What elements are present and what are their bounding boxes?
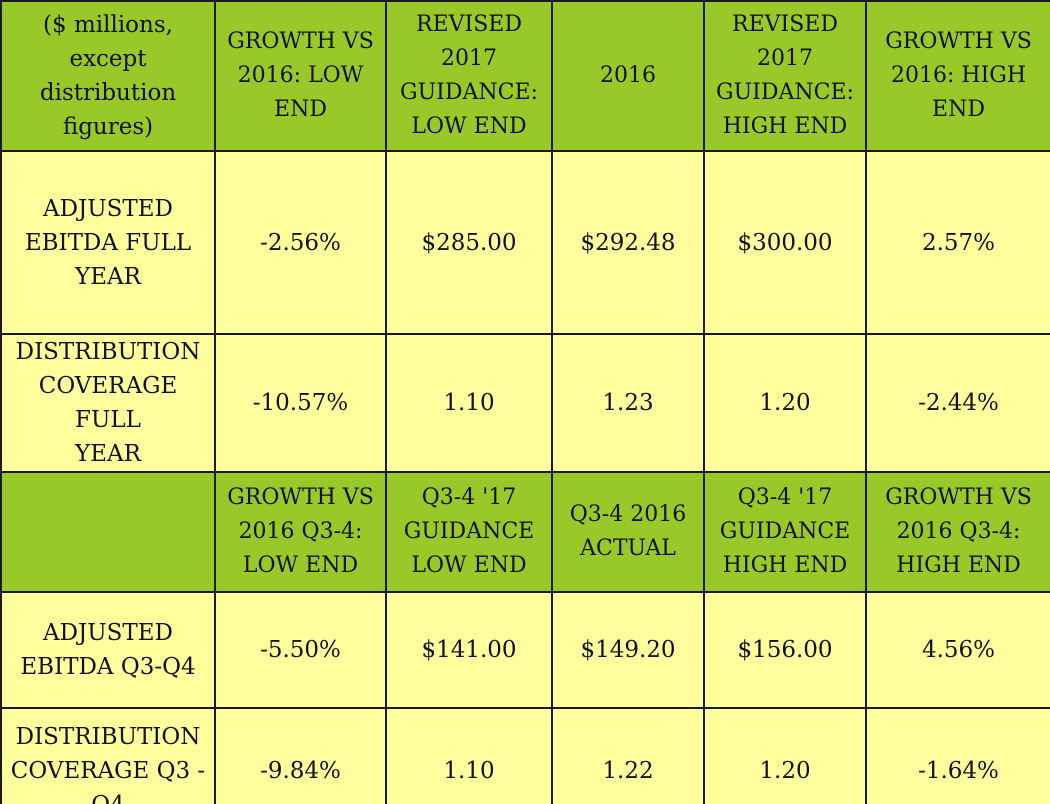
row-label-text: DISTRIBUTION COVERAGE FULL YEAR	[15, 339, 201, 467]
cell-value: 4.56%	[921, 637, 996, 663]
header-guidance-low-q3q4-text: Q3-4 '17 GUIDANCE LOW END	[403, 485, 535, 578]
header-growth-low-text: GROWTH VS 2016: LOW END	[227, 29, 374, 122]
header-cell-actual: 2016	[551, 0, 705, 152]
row-label-text: ADJUSTED EBITDA Q3-Q4	[20, 620, 196, 680]
header-guidance-high-q3q4-text: Q3-4 '17 GUIDANCE HIGH END	[719, 485, 851, 578]
cell-value: -10.57%	[252, 390, 349, 416]
header-cell-growth-low-q3q4: GROWTH VS 2016 Q3-4: LOW END	[214, 471, 387, 593]
cell-guidance-low: 1.10	[385, 707, 553, 804]
header-cell-growth-high-q3q4: GROWTH VS 2016 Q3-4: HIGH END	[865, 471, 1050, 593]
cell-value: -2.56%	[260, 229, 341, 256]
header-growth-high-q3q4-text: GROWTH VS 2016 Q3-4: HIGH END	[885, 485, 1032, 578]
header-units-text: ($ millions, except distribution figures…	[39, 12, 177, 140]
cell-value: 1.22	[602, 757, 654, 784]
cell-growth-high: -1.64%	[865, 707, 1050, 804]
cell-value: 1.20	[759, 757, 811, 784]
row-label-coverage-full-year: DISTRIBUTION COVERAGE FULL YEAR	[0, 333, 216, 473]
header-cell-actual-q3q4: Q3-4 2016 ACTUAL	[551, 471, 705, 593]
table-row-ebitda-q3-q4: ADJUSTED EBITDA Q3-Q4 -5.50% $141.00 $14…	[0, 591, 1050, 709]
cell-value: 1.20	[759, 390, 811, 416]
cell-value: $292.48	[580, 229, 676, 256]
cell-value: 1.23	[602, 390, 654, 416]
row-label-text: ADJUSTED EBITDA FULL YEAR	[24, 195, 192, 290]
cell-value: -5.50%	[260, 637, 341, 663]
cell-value: $156.00	[737, 637, 833, 663]
header-row-q3-q4: GROWTH VS 2016 Q3-4: LOW END Q3-4 '17 GU…	[0, 471, 1050, 593]
cell-guidance-high: 1.20	[703, 333, 867, 473]
table-row-coverage-full-year: DISTRIBUTION COVERAGE FULL YEAR -10.57% …	[0, 333, 1050, 473]
row-label-ebitda-q3-q4: ADJUSTED EBITDA Q3-Q4	[0, 591, 216, 709]
cell-actual: $149.20	[551, 591, 705, 709]
header-cell-growth-low: GROWTH VS 2016: LOW END	[214, 0, 387, 152]
table-row-coverage-q3-q4: DISTRIBUTION COVERAGE Q3 - Q4 -9.84% 1.1…	[0, 707, 1050, 804]
cell-guidance-low: 1.10	[385, 333, 553, 473]
cell-growth-high: 2.57%	[865, 150, 1050, 335]
header-cell-guidance-low: REVISED 2017 GUIDANCE: LOW END	[385, 0, 553, 152]
header-cell-growth-high: GROWTH VS 2016: HIGH END	[865, 0, 1050, 152]
header-cell-guidance-high: REVISED 2017 GUIDANCE: HIGH END	[703, 0, 867, 152]
cell-actual: 1.23	[551, 333, 705, 473]
header-cell-empty	[0, 471, 216, 593]
cell-value: -9.84%	[260, 757, 341, 784]
header-growth-high-text: GROWTH VS 2016: HIGH END	[885, 29, 1032, 122]
cell-growth-low: -9.84%	[214, 707, 387, 804]
header-row-full-year: ($ millions, except distribution figures…	[0, 0, 1050, 152]
cell-guidance-high: 1.20	[703, 707, 867, 804]
table-row-ebitda-full-year: ADJUSTED EBITDA FULL YEAR -2.56% $285.00…	[0, 150, 1050, 335]
cell-actual: 1.22	[551, 707, 705, 804]
cell-growth-low: -10.57%	[214, 333, 387, 473]
header-guidance-high-text: REVISED 2017 GUIDANCE: HIGH END	[716, 12, 854, 139]
header-cell-units: ($ millions, except distribution figures…	[0, 0, 216, 152]
cell-value: $300.00	[737, 229, 833, 256]
cell-value: 1.10	[443, 757, 495, 784]
cell-value: 1.10	[443, 390, 495, 416]
row-label-ebitda-full-year: ADJUSTED EBITDA FULL YEAR	[0, 150, 216, 335]
header-actual-q3q4-text: Q3-4 2016 ACTUAL	[569, 502, 687, 561]
row-label-text: DISTRIBUTION COVERAGE Q3 - Q4	[10, 723, 206, 804]
header-actual-text: 2016	[600, 63, 656, 88]
cell-guidance-low: $141.00	[385, 591, 553, 709]
cell-guidance-high: $300.00	[703, 150, 867, 335]
header-growth-low-q3q4-text: GROWTH VS 2016 Q3-4: LOW END	[227, 485, 374, 578]
cell-actual: $292.48	[551, 150, 705, 335]
cell-value: 2.57%	[921, 229, 996, 256]
header-cell-guidance-high-q3q4: Q3-4 '17 GUIDANCE HIGH END	[703, 471, 867, 593]
cell-value: $285.00	[421, 229, 517, 256]
header-guidance-low-text: REVISED 2017 GUIDANCE: LOW END	[400, 12, 538, 139]
cell-guidance-high: $156.00	[703, 591, 867, 709]
cell-growth-high: 4.56%	[865, 591, 1050, 709]
cell-value: $141.00	[421, 637, 517, 663]
header-cell-guidance-low-q3q4: Q3-4 '17 GUIDANCE LOW END	[385, 471, 553, 593]
cell-value: -2.44%	[918, 390, 999, 416]
cell-guidance-low: $285.00	[385, 150, 553, 335]
cell-value: -1.64%	[918, 757, 999, 784]
cell-value: $149.20	[580, 637, 676, 663]
cell-growth-low: -2.56%	[214, 150, 387, 335]
cell-growth-low: -5.50%	[214, 591, 387, 709]
row-label-coverage-q3-q4: DISTRIBUTION COVERAGE Q3 - Q4	[0, 707, 216, 804]
cell-growth-high: -2.44%	[865, 333, 1050, 473]
